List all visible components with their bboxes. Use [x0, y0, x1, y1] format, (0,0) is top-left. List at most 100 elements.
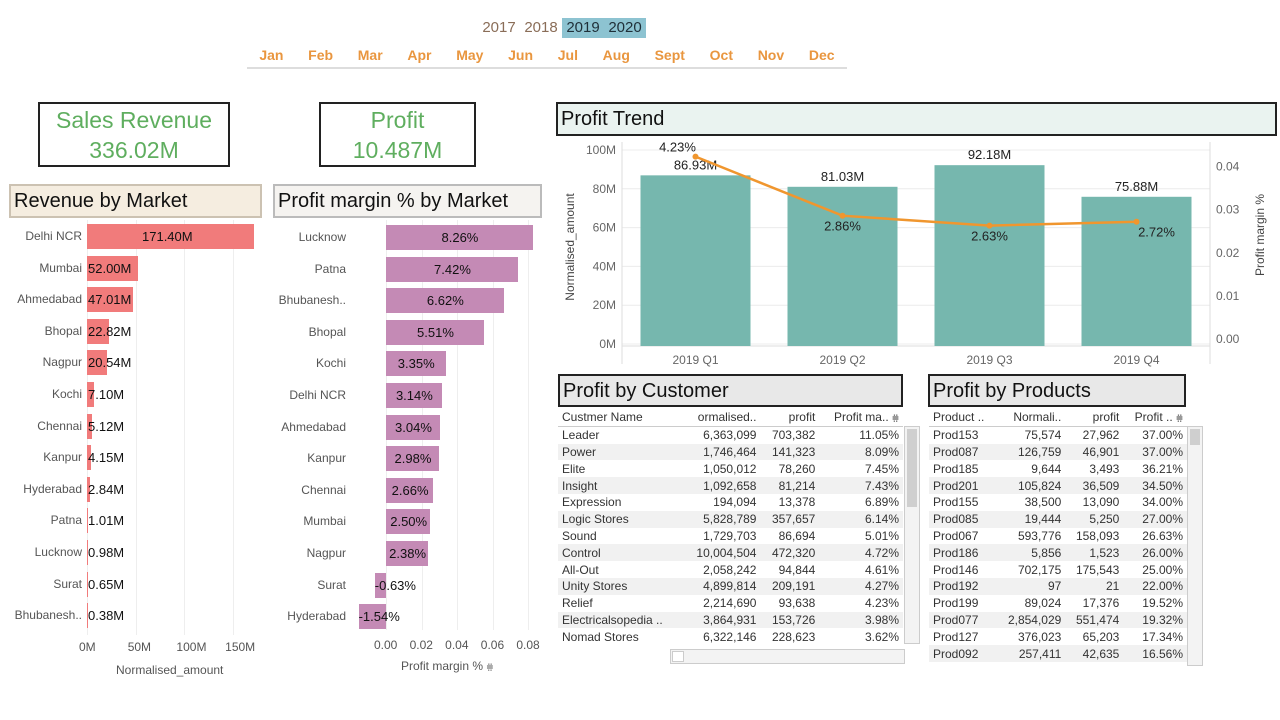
product-table-row[interactable]: Prod092 257,411 42,635 16.56% [929, 645, 1187, 662]
product-vscroll-thumb[interactable] [1190, 429, 1200, 445]
trend-line-point[interactable] [1133, 218, 1140, 225]
customer-table-column-header[interactable]: Profit ma.. ⩷ [833, 409, 899, 424]
year-filter-2018[interactable]: 2018 [524, 19, 558, 36]
month-filter-jan[interactable]: Jan [259, 47, 284, 63]
product-table-row[interactable]: Prod153 75,574 27,962 37.00% [929, 426, 1187, 443]
product-table-row[interactable]: Prod077 2,854,029 551,474 19.32% [929, 611, 1187, 629]
trend-line-point[interactable] [692, 153, 699, 160]
profit-margin-bar[interactable] [386, 446, 440, 472]
trend-line-point[interactable] [986, 222, 993, 229]
customer-table-row[interactable]: Insight 1,092,658 81,214 7.43% [558, 477, 903, 494]
month-filter-may[interactable]: May [456, 47, 484, 63]
product-table-row[interactable]: Prod067 593,776 158,093 26.63% [929, 528, 1187, 545]
month-filter-sept[interactable]: Sept [654, 47, 685, 63]
sort-icon[interactable]: ⩷ [1172, 409, 1183, 424]
revenue-bar[interactable] [87, 382, 94, 407]
customer-table-column-header[interactable]: ormalised.. [697, 410, 757, 425]
revenue-row-label: Lucknow [34, 545, 82, 559]
month-filter-aug[interactable]: Aug [602, 47, 630, 63]
profit-margin-bar[interactable] [386, 541, 429, 566]
trend-bar[interactable] [640, 175, 751, 346]
profit-margin-bar[interactable] [386, 414, 441, 440]
profit-margin-bar[interactable] [386, 477, 434, 503]
customer-table-row[interactable]: Sound 1,729,703 86,694 5.01% [558, 528, 903, 545]
product-table-row[interactable]: Prod146 702,175 175,543 25.00% [929, 561, 1187, 578]
product-table-row[interactable]: Prod199 89,024 17,376 19.52% [929, 595, 1187, 612]
customer-table-hscrollbar[interactable] [670, 649, 905, 664]
revenue-bar[interactable] [87, 255, 138, 281]
profit-margin-bar[interactable] [386, 288, 504, 314]
product-table-row[interactable]: Prod192 97 21 22.00% [929, 577, 1187, 595]
customer-table-row[interactable]: Control 10,004,504 472,320 4.72% [558, 544, 903, 562]
customer-table-cell: 10,004,504 [682, 544, 761, 562]
profit-margin-bar[interactable] [386, 383, 442, 408]
customer-hscroll-thumb[interactable] [672, 651, 684, 662]
revenue-bar[interactable] [87, 571, 88, 597]
revenue-bar[interactable] [87, 224, 254, 249]
customer-table-row[interactable]: Leader 6,363,099 703,382 11.05% [558, 426, 903, 443]
trend-line-label: 2.72% [1138, 225, 1175, 240]
customer-table-row[interactable]: Power 1,746,464 141,323 8.09% [558, 443, 903, 461]
product-table-cell: Prod199 [933, 596, 979, 611]
customer-table-column-header[interactable]: profit [788, 410, 816, 425]
revenue-bar[interactable] [87, 603, 88, 629]
profit-margin-bar[interactable] [374, 572, 386, 598]
revenue-bar[interactable] [87, 540, 88, 565]
revenue-bar[interactable] [87, 287, 133, 313]
trend-line-label: 2.86% [824, 219, 861, 234]
customer-table-row[interactable]: Logic Stores 5,828,789 357,657 6.14% [558, 510, 903, 528]
profit-margin-bar[interactable] [386, 351, 446, 377]
product-table-vscrollbar[interactable] [1187, 426, 1203, 666]
customer-table-row[interactable]: Elite 1,050,012 78,260 7.45% [558, 460, 903, 477]
profit-margin-bar[interactable] [386, 256, 519, 282]
customer-table-column-header[interactable]: Custmer Name [562, 410, 643, 425]
product-table-row[interactable]: Prod185 9,644 3,493 36.21% [929, 460, 1187, 477]
customer-table-row[interactable]: Relief 2,214,690 93,638 4.23% [558, 595, 903, 612]
profit-margin-bar[interactable] [386, 509, 431, 535]
month-filter-jun[interactable]: Jun [508, 47, 534, 63]
revenue-bar[interactable] [87, 350, 107, 376]
trend-line-point[interactable] [839, 212, 846, 219]
product-table-row[interactable]: Prod127 376,023 65,203 17.34% [929, 628, 1187, 645]
product-table-column-header[interactable]: Normali.. [1013, 410, 1062, 425]
product-table-row[interactable]: Prod155 38,500 13,090 34.00% [929, 494, 1187, 511]
profit-margin-bar[interactable] [358, 604, 386, 630]
product-table-column-header[interactable]: Product .. [933, 410, 985, 425]
trend-bar[interactable] [934, 165, 1045, 346]
product-table-row[interactable]: Prod085 19,444 5,250 27.00% [929, 510, 1187, 528]
customer-table-cell: 194,094 [713, 495, 757, 510]
revenue-bar[interactable] [87, 318, 110, 344]
year-filter-2020[interactable]: 2020 [604, 18, 646, 38]
revenue-bar-label: 2.84M [88, 481, 125, 497]
product-table-row[interactable]: Prod201 105,824 36,509 34.50% [929, 477, 1187, 494]
sort-icon[interactable]: ⩷ [486, 659, 494, 673]
customer-vscroll-thumb[interactable] [907, 429, 917, 507]
sort-icon[interactable]: ⩷ [888, 409, 899, 424]
month-filter-dec[interactable]: Dec [808, 47, 835, 63]
customer-table-row[interactable]: Unity Stores 4,899,814 209,191 4.27% [558, 577, 903, 595]
revenue-bar[interactable] [87, 476, 90, 502]
month-filter-mar[interactable]: Mar [357, 47, 383, 63]
month-filter-jul[interactable]: Jul [557, 47, 578, 63]
customer-table-row[interactable]: Electricalsopedia .. 3,864,931 153,726 3.98… [558, 611, 903, 629]
trend-bar[interactable] [787, 186, 898, 346]
month-filter-apr[interactable]: Apr [407, 47, 432, 63]
customer-table-row[interactable]: Expression 194,094 13,378 6.89% [558, 494, 903, 511]
month-filter-feb[interactable]: Feb [308, 47, 334, 63]
revenue-bar[interactable] [87, 508, 88, 534]
customer-table-row[interactable]: Nomad Stores 6,322,146 228,623 3.62% [558, 628, 903, 645]
product-table-row[interactable]: Prod087 126,759 46,901 37.00% [929, 443, 1187, 461]
product-table-row[interactable]: Prod186 5,856 1,523 26.00% [929, 544, 1187, 562]
year-filter-2017[interactable]: 2017 [482, 19, 516, 36]
profit-margin-bar[interactable] [386, 319, 485, 345]
revenue-bar[interactable] [87, 413, 92, 439]
month-filter-oct[interactable]: Oct [709, 47, 733, 63]
product-table-column-header[interactable]: Profit .. ⩷ [1134, 409, 1183, 424]
profit-margin-bar[interactable] [386, 225, 533, 250]
product-table-column-header[interactable]: profit [1092, 410, 1120, 425]
customer-table-vscrollbar[interactable] [904, 426, 920, 644]
revenue-bar[interactable] [87, 445, 92, 471]
customer-table-row[interactable]: All-Out 2,058,242 94,844 4.61% [558, 561, 903, 578]
month-filter-nov[interactable]: Nov [757, 47, 785, 63]
year-filter-2019[interactable]: 2019 [562, 18, 604, 38]
